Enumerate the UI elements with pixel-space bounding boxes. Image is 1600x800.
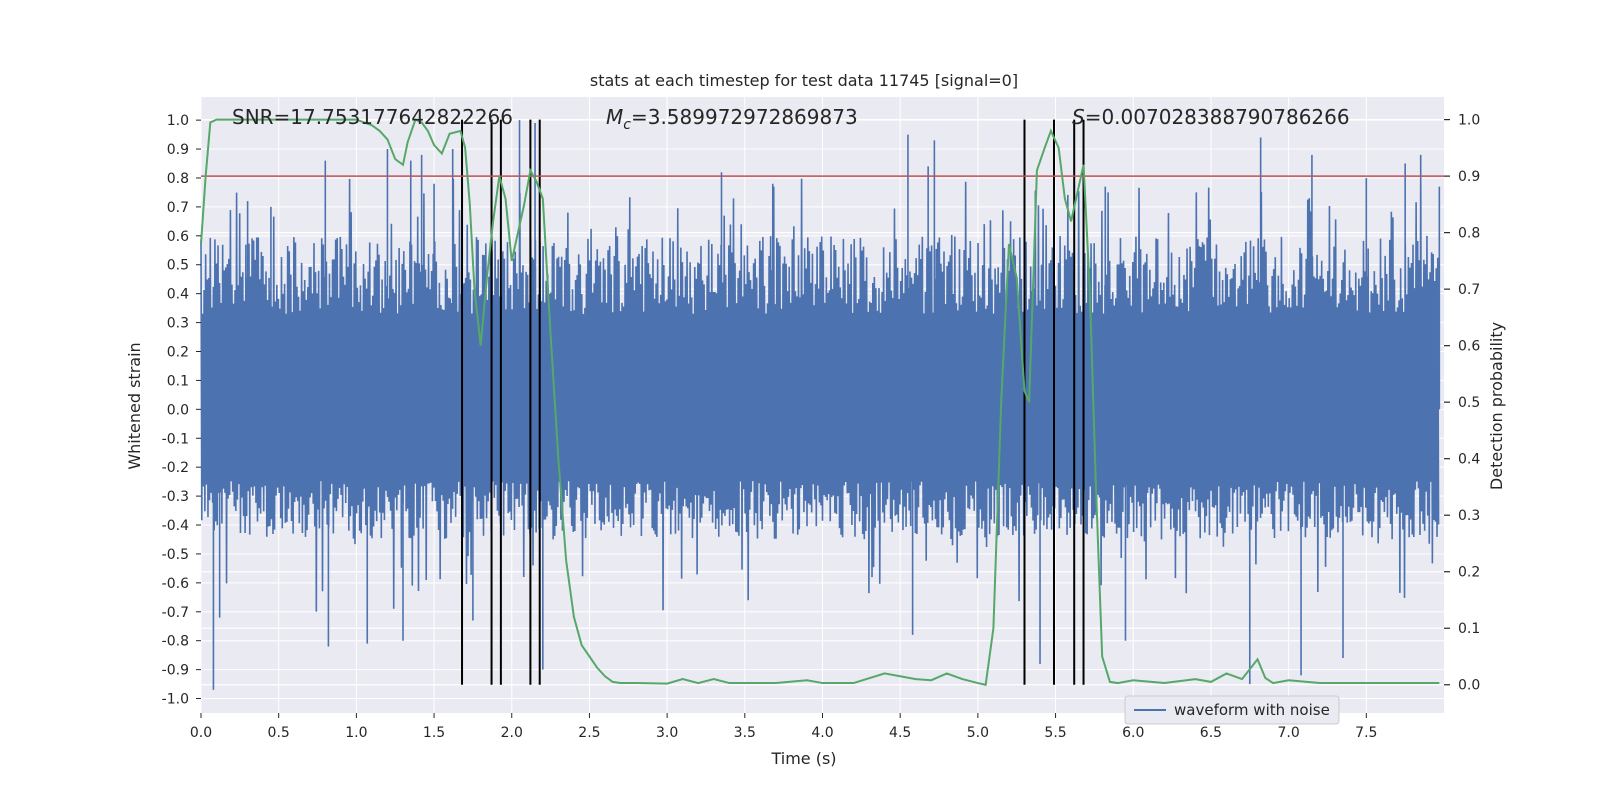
y-left-tick-label: 0.7 <box>167 200 189 216</box>
x-tick-label: 3.0 <box>656 725 678 741</box>
x-tick-label: 5.0 <box>967 725 989 741</box>
y-left-tick-label: -0.2 <box>162 460 189 476</box>
legend-label: waveform with noise <box>1174 701 1330 719</box>
y-left-tick-label: -0.1 <box>162 431 189 447</box>
y-left-tick-label: -1.0 <box>162 692 189 708</box>
chart-title: stats at each timestep for test data 117… <box>590 71 1018 90</box>
y-left-tick-label: 0.4 <box>167 287 189 303</box>
waveform-series <box>200 120 1441 690</box>
snr-annotation: SNR=17.753177642822266 <box>232 105 513 129</box>
y-left-tick-label: 0.3 <box>167 316 189 332</box>
x-tick-label: 3.5 <box>734 725 756 741</box>
y-right-tick-label: 0.9 <box>1458 169 1480 185</box>
y-axis-left-ticks: 1.0 0.9 0.8 0.7 0.6 0.5 0.4 0.3 0.2 0.1 0.0 -0.1 -0.… <box>162 113 201 708</box>
x-tick-label: 2.5 <box>578 725 600 741</box>
chirp-mass-annotation: Mc=3.589972972869873 <box>606 105 858 133</box>
chirp-mass-symbol: M <box>606 105 623 129</box>
x-tick-label: 6.5 <box>1200 725 1222 741</box>
y-left-tick-label: -0.8 <box>162 634 189 650</box>
y-left-tick-label: -0.7 <box>162 605 189 621</box>
y-left-tick-label: 0.5 <box>167 258 189 274</box>
vertical-markers <box>461 119 1085 685</box>
y-right-tick-label: 0.8 <box>1458 226 1480 242</box>
y-left-tick-label: 1.0 <box>167 113 189 129</box>
legend-box <box>1124 695 1340 725</box>
y-left-tick-label: 0.0 <box>167 402 189 418</box>
y-left-tick-label: 0.6 <box>167 229 189 245</box>
x-tick-label: 1.5 <box>423 725 445 741</box>
y-left-tick-label: 0.9 <box>167 142 189 158</box>
s-value: =0.007028388790786266 <box>1085 105 1350 129</box>
y-left-tick-label: 0.1 <box>167 373 189 389</box>
s-annotation: S=0.007028388790786266 <box>1072 105 1350 129</box>
x-tick-label: 7.5 <box>1355 725 1377 741</box>
y-axis-left-label: Whitened strain <box>125 342 144 469</box>
y-right-tick-label: 0.0 <box>1458 678 1480 694</box>
x-tick-label: 2.0 <box>501 725 523 741</box>
y-right-tick-label: 0.3 <box>1458 508 1480 524</box>
y-right-tick-label: 1.0 <box>1458 113 1480 129</box>
chirp-mass-value: =3.589972972869873 <box>631 105 858 129</box>
probability-series <box>200 118 1440 686</box>
x-tick-label: 7.0 <box>1277 725 1299 741</box>
y-right-tick-label: 0.6 <box>1458 339 1480 355</box>
x-tick-label: 0.0 <box>190 725 212 741</box>
x-axis-label: Time (s) <box>770 749 836 768</box>
y-left-tick-label: -0.5 <box>162 547 189 563</box>
x-tick-label: 4.0 <box>811 725 833 741</box>
y-right-tick-label: 0.5 <box>1458 395 1480 411</box>
y-axis-right-label: Detection probability <box>1487 322 1506 490</box>
y-right-tick-label: 0.1 <box>1458 621 1480 637</box>
waveform-noise-path <box>200 178 1440 612</box>
y-left-tick-label: -0.4 <box>162 518 189 534</box>
s-symbol: S <box>1072 105 1085 129</box>
y-left-tick-label: -0.3 <box>162 489 189 505</box>
y-left-tick-label: 0.8 <box>167 171 189 187</box>
legend: waveform with noise <box>1124 695 1340 725</box>
x-tick-label: 4.5 <box>889 725 911 741</box>
y-right-tick-label: 0.2 <box>1458 565 1480 581</box>
x-tick-label: 0.5 <box>268 725 290 741</box>
x-axis-ticks: 0.0 0.5 1.0 1.5 2.0 2.5 3.0 3.5 4.0 4.5 5.0 5.5 6.0 6… <box>190 713 1377 741</box>
y-left-tick-label: -0.9 <box>162 663 189 679</box>
x-tick-label: 5.5 <box>1044 725 1066 741</box>
y-right-tick-label: 0.7 <box>1458 282 1480 298</box>
x-tick-label: 6.0 <box>1122 725 1144 741</box>
y-right-tick-label: 0.4 <box>1458 452 1480 468</box>
x-tick-label: 1.0 <box>345 725 367 741</box>
y-left-tick-label: 0.2 <box>167 344 189 360</box>
chirp-mass-subscript: c <box>623 117 631 133</box>
y-axis-right-ticks: 1.0 0.9 0.8 0.7 0.6 0.5 0.4 0.3 0.2 0.1 0.0 <box>1444 113 1480 694</box>
y-left-tick-label: -0.6 <box>162 576 189 592</box>
